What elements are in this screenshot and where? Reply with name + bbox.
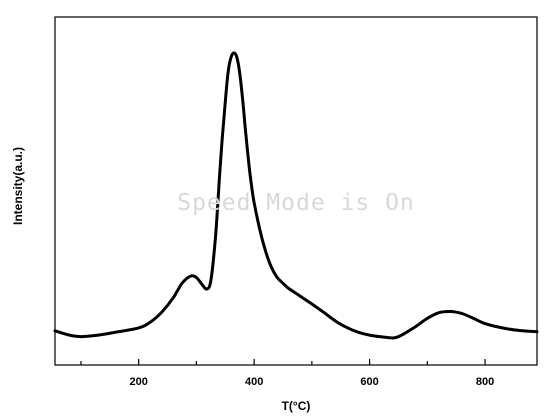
x-tick-label: 800 <box>476 376 494 388</box>
x-axis-ticks <box>80 359 486 365</box>
plot-frame <box>54 16 538 366</box>
x-axis-tick-labels: 200 400 600 800 <box>130 376 495 388</box>
watermark-text: Speed Mode is On <box>177 190 415 216</box>
x-axis-title: T(°C) <box>282 399 311 413</box>
y-axis-title: Intensity(a.u.) <box>11 147 25 225</box>
x-tick-label: 600 <box>360 376 378 388</box>
intensity-curve <box>53 51 539 340</box>
x-tick-label: 200 <box>130 376 148 388</box>
x-tick-label: 400 <box>245 376 263 388</box>
